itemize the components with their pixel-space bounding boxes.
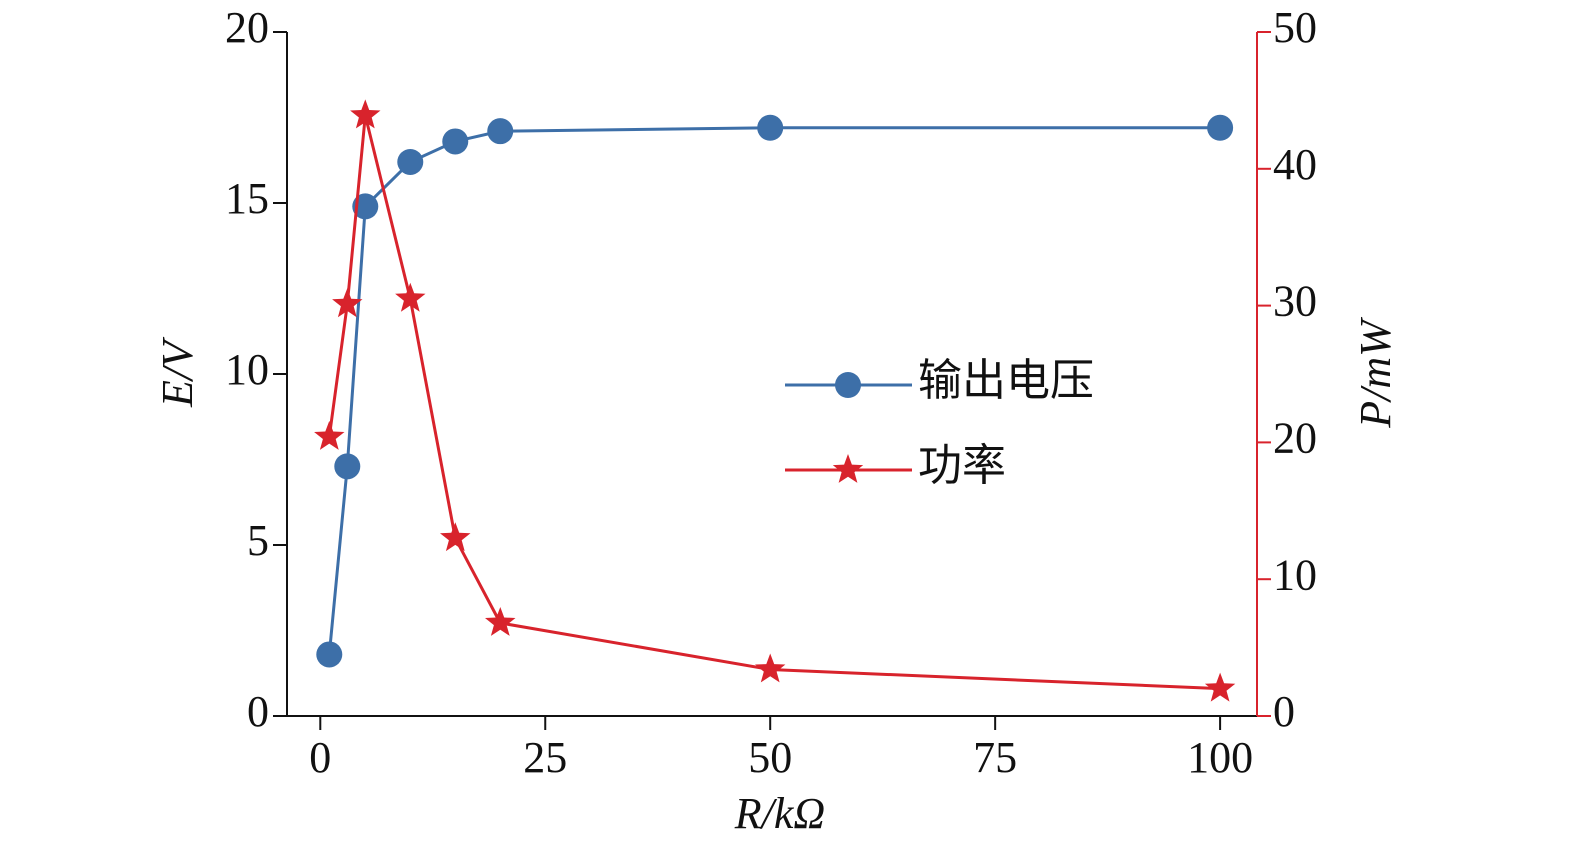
point [350,99,381,129]
point [442,128,469,155]
y-tick-label: 5 [247,516,269,565]
point [397,148,424,175]
point [334,453,361,480]
x-tick-label: 50 [748,733,792,782]
x-tick-label: 25 [523,733,567,782]
point [352,193,379,220]
x-axis-label: R/kΩ [734,789,825,838]
point [395,282,426,312]
y-tick-label: 15 [225,174,269,223]
legend-marker [832,454,864,483]
y2-tick-label: 20 [1273,413,1317,462]
legend-label: 功率 [918,441,1006,490]
point [485,607,516,636]
y-tick-label: 0 [247,687,269,736]
series-line [327,126,1221,655]
x-tick-label: 75 [973,733,1017,782]
point [757,114,784,141]
point [1204,672,1236,702]
y2-tick-label: 10 [1273,550,1317,599]
y2-tick-label: 30 [1273,277,1317,326]
x-tick-label: 0 [309,733,331,782]
point [440,522,471,552]
x-tick-label: 100 [1187,733,1253,782]
y2-tick-label: 40 [1273,140,1317,189]
y-axis-label: E/V [153,336,202,408]
series-line [327,115,1221,691]
y2-tick-label: 50 [1273,3,1317,52]
point [332,288,363,318]
point [755,653,786,683]
y2-tick-label: 0 [1273,687,1295,736]
legend-label: 输出电压 [918,356,1094,405]
legend-marker [835,372,861,398]
point [314,420,345,450]
y2-axis-label: P/mW [1351,317,1400,429]
point [1207,114,1234,141]
point [316,641,343,668]
point [487,118,514,145]
y-tick-label: 10 [225,345,269,394]
y-tick-label: 20 [225,3,269,52]
